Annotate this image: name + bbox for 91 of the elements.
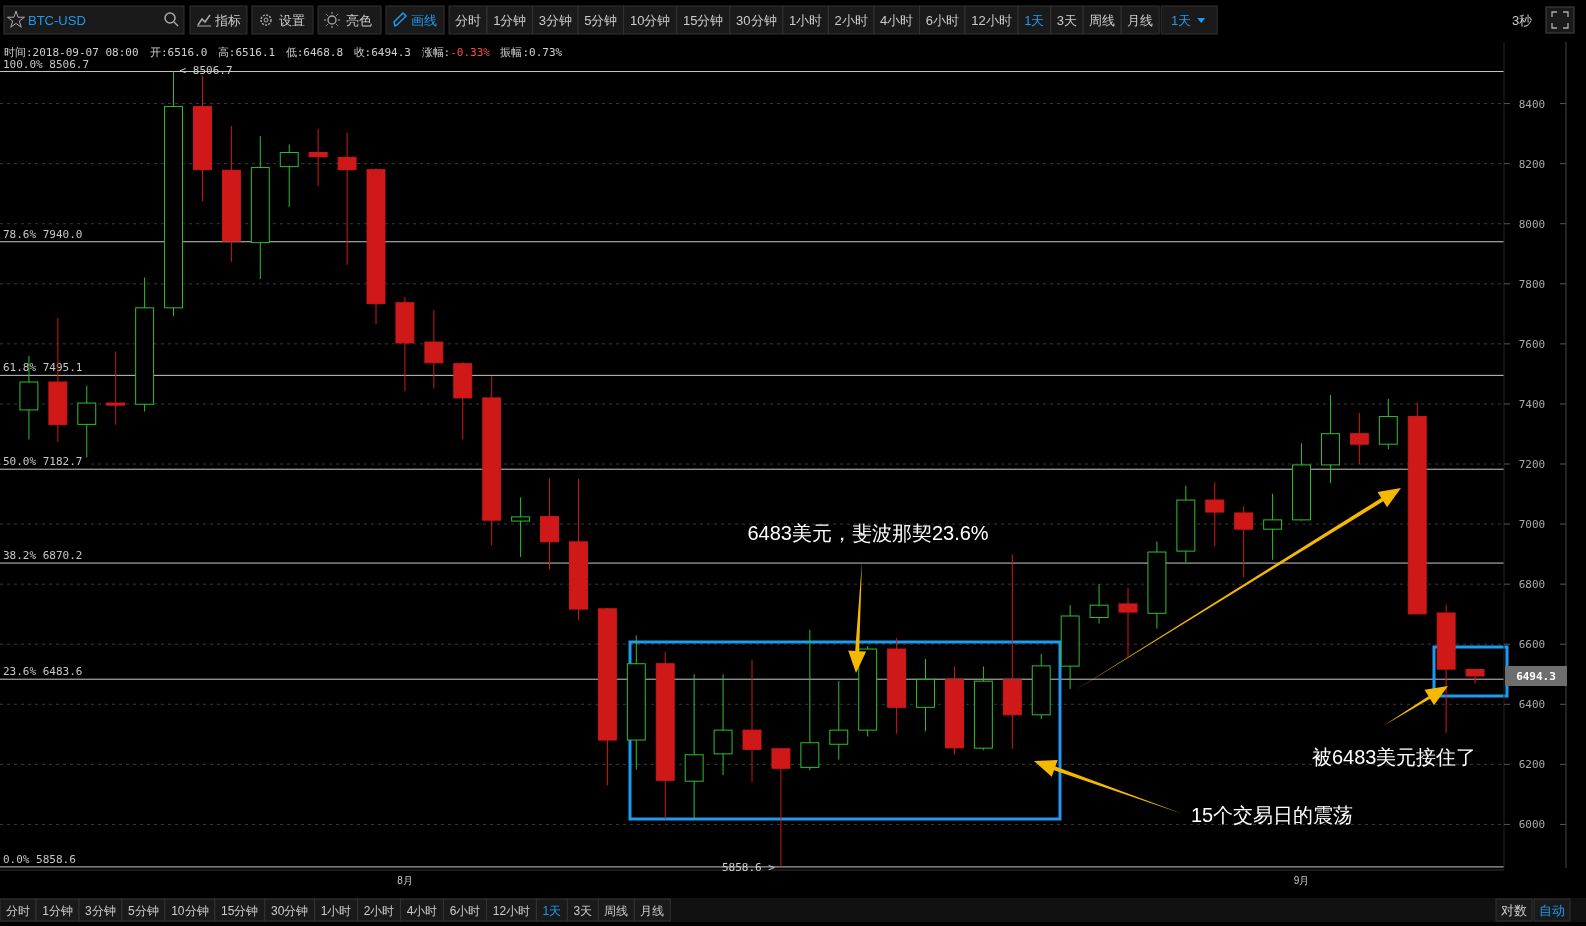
annotation: -0.33% [450, 46, 491, 59]
text: 3秒 [1512, 13, 1533, 28]
candlestick [279, 143, 299, 208]
y-tick-label: 7600 [1518, 337, 1546, 351]
ref-line-label: 78.6% 7940.0 [3, 227, 83, 241]
text: 设置 [278, 13, 305, 28]
y-tick-label: 7200 [1518, 458, 1546, 472]
annotation: 涨幅: [421, 46, 451, 59]
text: 30分钟 [271, 903, 309, 918]
text: 1分钟 [42, 903, 73, 918]
candlestick [337, 131, 357, 266]
candlestick [1234, 505, 1254, 578]
text: 分时 [455, 12, 481, 28]
y-tick-label: 8000 [1518, 217, 1546, 231]
text: 3分钟 [538, 12, 572, 28]
candlestick [308, 128, 328, 187]
text: 15分钟 [221, 903, 259, 918]
y-tick-label: 6600 [1518, 638, 1546, 652]
text: 月线 [640, 903, 665, 918]
y-tick-label: 8400 [1518, 97, 1546, 111]
text: 1小时 [320, 903, 352, 918]
text: 10分钟 [629, 12, 671, 28]
text: 5分钟 [128, 903, 159, 918]
text: 月线 [1127, 12, 1154, 28]
ref-line-label: 100.0% 8506.7 [3, 57, 90, 71]
annotation: 时间:2018-09-07 08:00 [4, 46, 139, 59]
candlestick [511, 496, 531, 558]
text: 分时 [6, 903, 30, 918]
text: 画线 [411, 13, 437, 28]
text: 周线 [604, 903, 629, 918]
annotation: 低:6468.8 [285, 46, 344, 59]
candlestick [829, 680, 849, 761]
text: 30分钟 [736, 12, 777, 28]
annotation: 高:6516.1 [217, 46, 276, 59]
candlestick [742, 659, 762, 783]
ref-line-label: 38.2% 6870.2 [3, 549, 83, 563]
text: 亮色 [345, 13, 372, 28]
ref-line-label: 50.0% 7182.7 [3, 455, 83, 469]
text: 1分钟 [493, 12, 527, 28]
annotation: 开:6516.0 [149, 46, 208, 59]
ref-line-label: 23.6% 6483.6 [3, 665, 83, 679]
text: 对数 [1501, 903, 1527, 918]
ref-line-label: 0.0% 5858.6 [3, 852, 76, 866]
text: 1小时 [789, 12, 823, 28]
candlestick [1205, 481, 1225, 547]
text: 12小时 [971, 12, 1012, 28]
text: 6小时 [925, 12, 959, 28]
text: 6小时 [449, 903, 481, 918]
text: 3天 [1056, 12, 1078, 28]
candlestick [713, 673, 733, 776]
y-tick-label: 7800 [1518, 277, 1546, 291]
text: 15分钟 [683, 12, 724, 28]
text: 自动 [1539, 903, 1565, 918]
y-tick-label: 6200 [1518, 758, 1546, 772]
text: 5分钟 [584, 12, 618, 28]
text: 4小时 [406, 903, 438, 918]
text: 指标 [213, 13, 241, 28]
text: 10分钟 [171, 903, 209, 918]
y-tick-label: 7000 [1518, 518, 1546, 532]
text: 1天 [1024, 12, 1045, 28]
text: 3分钟 [85, 903, 116, 918]
text: 4小时 [880, 12, 914, 28]
annotation: 被6483美元接住了 [1312, 746, 1477, 768]
chart-title: BTC-USD [28, 13, 86, 28]
text: 2小时 [363, 903, 395, 918]
y-tick-label: 7400 [1518, 397, 1546, 411]
candlestick [1349, 412, 1369, 465]
y-tick-label: 6400 [1518, 698, 1546, 712]
annotation: 5858.6 > [721, 860, 776, 874]
text: 1天 [1171, 13, 1192, 28]
text: 1天 [542, 903, 562, 918]
text: 12小时 [492, 903, 531, 918]
candlestick [106, 350, 126, 426]
candlestick [1263, 493, 1283, 561]
candlestick [424, 309, 444, 390]
text: 6494.3 [1516, 669, 1556, 683]
text: 周线 [1089, 12, 1116, 28]
annotation: 收:6494.3 [353, 46, 411, 59]
text: 3天 [573, 903, 593, 918]
annotation: 振幅:0.73% [500, 46, 563, 59]
x-tick-label: 8月 [397, 875, 413, 886]
annotation: 6483美元，斐波那契23.6% [747, 522, 989, 544]
candlestick [1118, 587, 1138, 658]
text: 2小时 [834, 12, 868, 28]
y-tick-label: 8200 [1518, 157, 1546, 171]
y-tick-label: 6800 [1518, 578, 1546, 592]
annotation: 15个交易日的震荡 [1191, 804, 1354, 826]
y-tick-label: 6000 [1518, 818, 1546, 832]
x-tick-label: 9月 [1293, 875, 1310, 886]
candlestick [1089, 583, 1109, 624]
candlestick [1465, 668, 1485, 685]
